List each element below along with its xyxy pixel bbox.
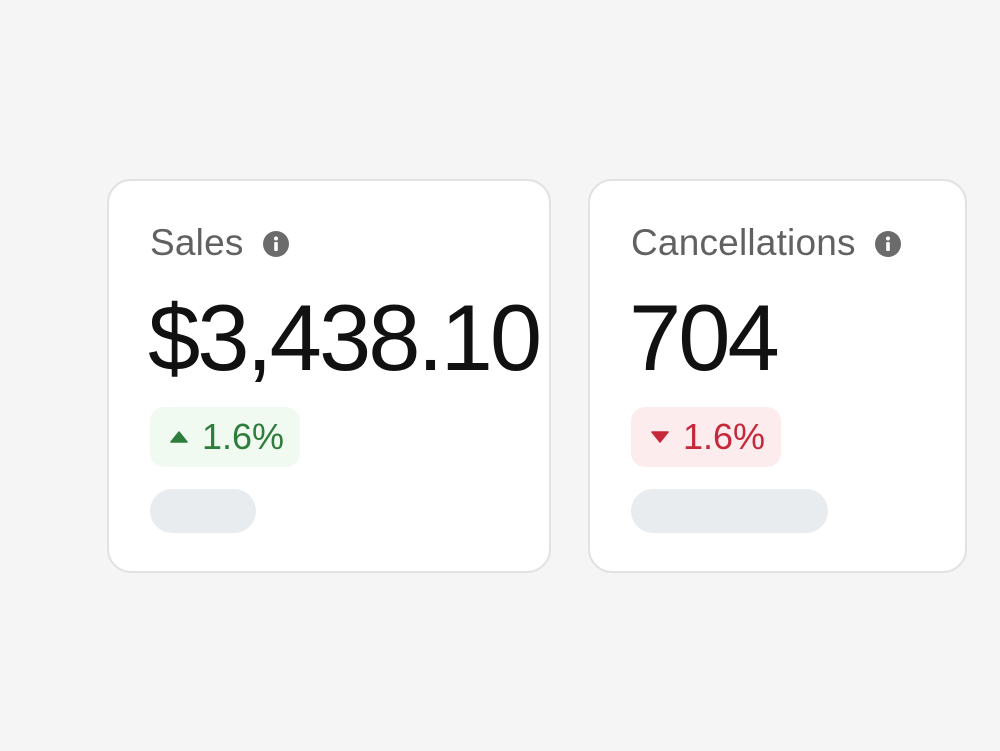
- sales-value: $3,438.10: [148, 285, 542, 390]
- sales-label: Sales: [150, 222, 244, 263]
- cancellations-label-row: Cancellations: [631, 221, 902, 265]
- cancellations-label: Cancellations: [631, 222, 856, 263]
- info-icon[interactable]: [874, 230, 902, 258]
- cancellations-value: 704: [629, 285, 780, 390]
- sales-label-row: Sales: [150, 221, 290, 265]
- sales-card: Sales $3,438.10 1.6%: [107, 179, 551, 573]
- info-icon[interactable]: [262, 230, 290, 258]
- cancellations-change-value: 1.6%: [683, 416, 766, 457]
- triangle-up-icon: [170, 431, 188, 443]
- sales-change-value: 1.6%: [202, 416, 285, 457]
- cancellations-loading-placeholder: [631, 489, 828, 533]
- triangle-down-icon: [651, 431, 669, 443]
- sales-loading-placeholder: [150, 489, 256, 533]
- cancellations-change-badge: 1.6%: [631, 407, 782, 467]
- sales-change-badge: 1.6%: [150, 407, 301, 467]
- cancellations-card: Cancellations 704 1.6%: [588, 179, 967, 573]
